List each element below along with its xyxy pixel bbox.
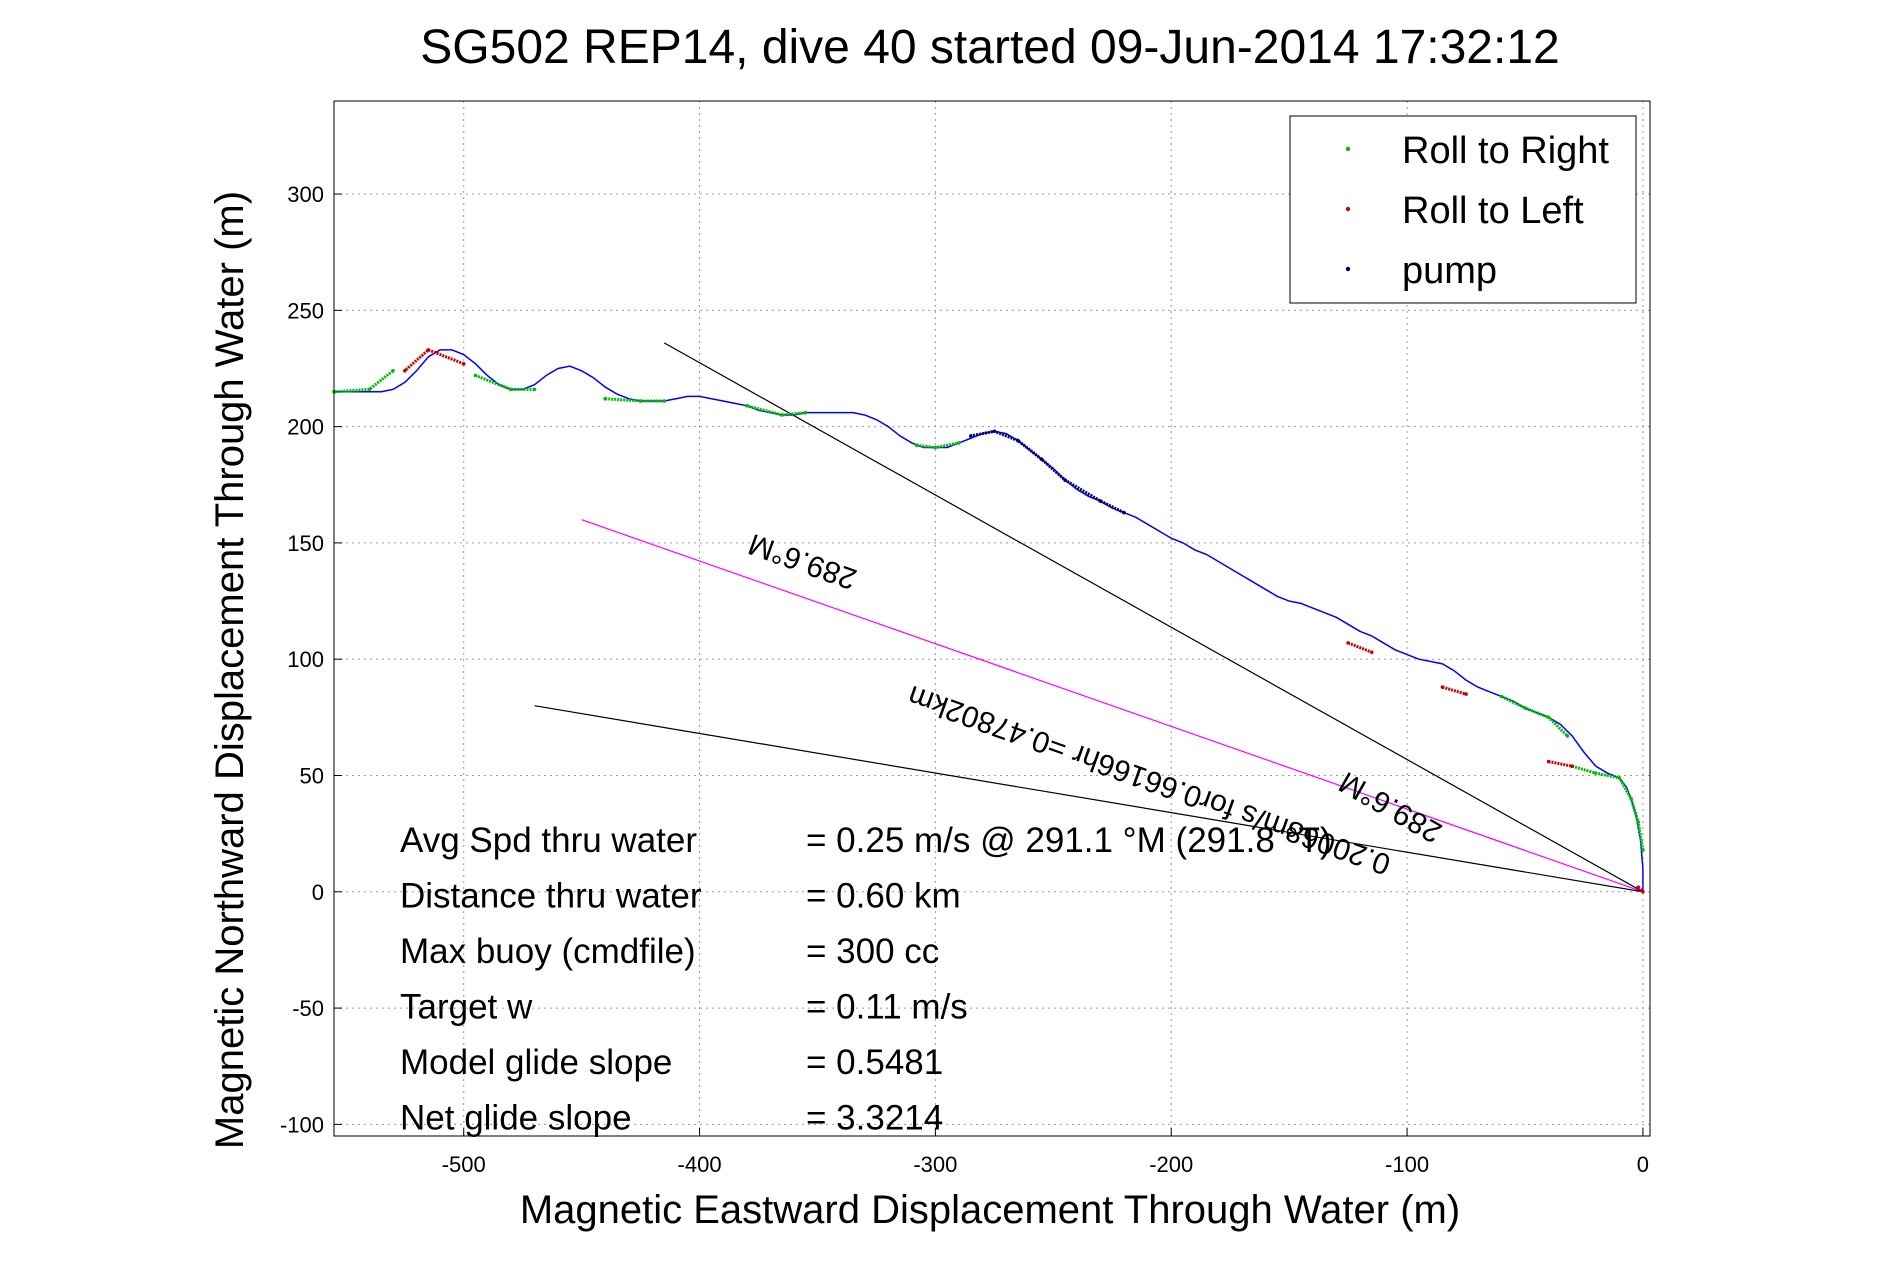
- pump-point: [1122, 510, 1126, 515]
- legend-marker: [1345, 146, 1351, 152]
- roll-left-point: [1546, 759, 1551, 764]
- roll-right-point: [603, 396, 608, 401]
- roll-right-point: [391, 368, 395, 373]
- pump-point: [1016, 438, 1020, 443]
- roll-left-point: [402, 368, 407, 373]
- roll-right-point: [780, 413, 784, 417]
- roll-right-point: [1499, 694, 1504, 699]
- roll-right-point: [367, 387, 372, 392]
- x-tick-label: 0: [1637, 1152, 1649, 1177]
- pump-point: [992, 429, 997, 434]
- heading-reference-line: [663, 342, 1644, 893]
- stat-value: = 0.11 m/s: [806, 988, 968, 1027]
- stat-value: = 0.25 m/s @ 291.1 °M (291.8 °T): [806, 821, 1332, 860]
- roll-right-segment: [605, 397, 665, 403]
- track-layer: [332, 348, 1645, 894]
- roll-right-point: [744, 403, 749, 408]
- roll-right-point: [1565, 734, 1570, 738]
- roll-left-point: [1440, 685, 1445, 689]
- legend-marker: [1345, 206, 1351, 212]
- roll-right-point: [532, 387, 537, 392]
- roll-left-segment: [403, 348, 465, 372]
- stat-value: = 3.3214: [806, 1099, 943, 1138]
- stat-label: Target w: [400, 988, 533, 1027]
- roll-left-point: [1346, 641, 1350, 645]
- roll-left-point: [426, 348, 431, 352]
- stat-label: Max buoy (cmdfile): [400, 932, 696, 971]
- roll-right-point: [803, 410, 808, 415]
- roll-left-point: [1636, 885, 1641, 889]
- chart-title: SG502 REP14, dive 40 started 09-Jun-2014…: [420, 21, 1559, 74]
- roll-left-point: [1641, 889, 1645, 894]
- y-tick-label: 0: [312, 880, 324, 905]
- y-tick-label: 50: [300, 763, 324, 788]
- x-tick-label: -400: [678, 1152, 722, 1177]
- roll-left-point: [1464, 692, 1468, 696]
- stat-value: = 0.60 km: [806, 877, 961, 916]
- pump-point: [1039, 457, 1044, 461]
- stat-label: Model glide slope: [400, 1043, 672, 1082]
- y-tick-label: 100: [287, 647, 324, 672]
- stat-label: Distance thru water: [400, 877, 702, 916]
- roll-right-point: [662, 399, 666, 403]
- roll-right-point: [638, 399, 643, 403]
- roll-left-segment: [1347, 641, 1373, 654]
- pump-point: [1063, 478, 1067, 482]
- tick-labels: -500 -400 -300 -200 -100 0-100-50050100150200…: [280, 182, 1649, 1177]
- y-tick-label: -100: [280, 1112, 324, 1137]
- y-tick-label: 150: [287, 531, 324, 556]
- average-heading-line: [581, 519, 1644, 893]
- roll-left-point: [461, 362, 466, 366]
- roll-right-point: [1617, 776, 1622, 780]
- x-tick-label: -100: [1385, 1152, 1429, 1177]
- roll-right-segment: [1571, 764, 1645, 851]
- roll-right-segment: [746, 404, 806, 417]
- heading-reference-line: [534, 705, 1644, 893]
- pump-point: [968, 434, 973, 438]
- pump-point: [1098, 499, 1103, 503]
- roll-right-segment: [1500, 695, 1569, 738]
- x-tick-label: -500: [442, 1152, 486, 1177]
- roll-left-segment: [1548, 760, 1573, 768]
- roll-left-point: [1570, 764, 1574, 768]
- axes-frame: [333, 100, 1651, 1137]
- roll-right-point: [933, 445, 938, 450]
- roll-right-point: [1629, 796, 1633, 801]
- stat-value: = 0.5481: [806, 1043, 943, 1082]
- roll-right-point: [509, 387, 513, 392]
- legend-label: pump: [1402, 250, 1497, 292]
- y-tick-label: 200: [287, 415, 324, 440]
- roll-right-point: [1593, 771, 1598, 775]
- y-tick-label: 300: [287, 182, 324, 207]
- x-axis-label: Magnetic Eastward Displacement Through W…: [520, 1188, 1460, 1232]
- legend-label: Roll to Right: [1402, 130, 1609, 172]
- legend-marker: [1345, 266, 1351, 272]
- stat-label: Net glide slope: [400, 1099, 632, 1138]
- x-tick-label: -200: [1149, 1152, 1193, 1177]
- x-tick-label: -300: [913, 1152, 957, 1177]
- y-tick-label: 250: [287, 298, 324, 323]
- roll-right-point: [1546, 715, 1551, 720]
- roll-right-point: [957, 441, 961, 445]
- roll-right-point: [914, 443, 919, 448]
- heading-lines: [534, 342, 1644, 893]
- roll-right-point: [1523, 706, 1527, 710]
- roll-right-point: [473, 373, 478, 378]
- y-axis-label: Magnetic Northward Displacement Through …: [208, 191, 252, 1149]
- y-tick-label: -50: [292, 996, 324, 1021]
- legend-label: Roll to Left: [1402, 190, 1584, 232]
- roll-right-point: [1641, 848, 1645, 852]
- roll-left-segment: [1442, 685, 1467, 696]
- stats-block: Avg Spd thru water = 0.25 m/s @ 291.1 °M …: [400, 821, 1332, 1138]
- roll-left-point: [1369, 650, 1374, 655]
- roll-right-segment: [474, 374, 535, 391]
- stat-value: = 300 cc: [806, 932, 939, 971]
- roll-right-point: [1636, 820, 1641, 824]
- stat-label: Avg Spd thru water: [400, 821, 697, 860]
- legend: Roll to Right Roll to Left pump: [1289, 115, 1637, 304]
- grid: [334, 101, 1650, 1136]
